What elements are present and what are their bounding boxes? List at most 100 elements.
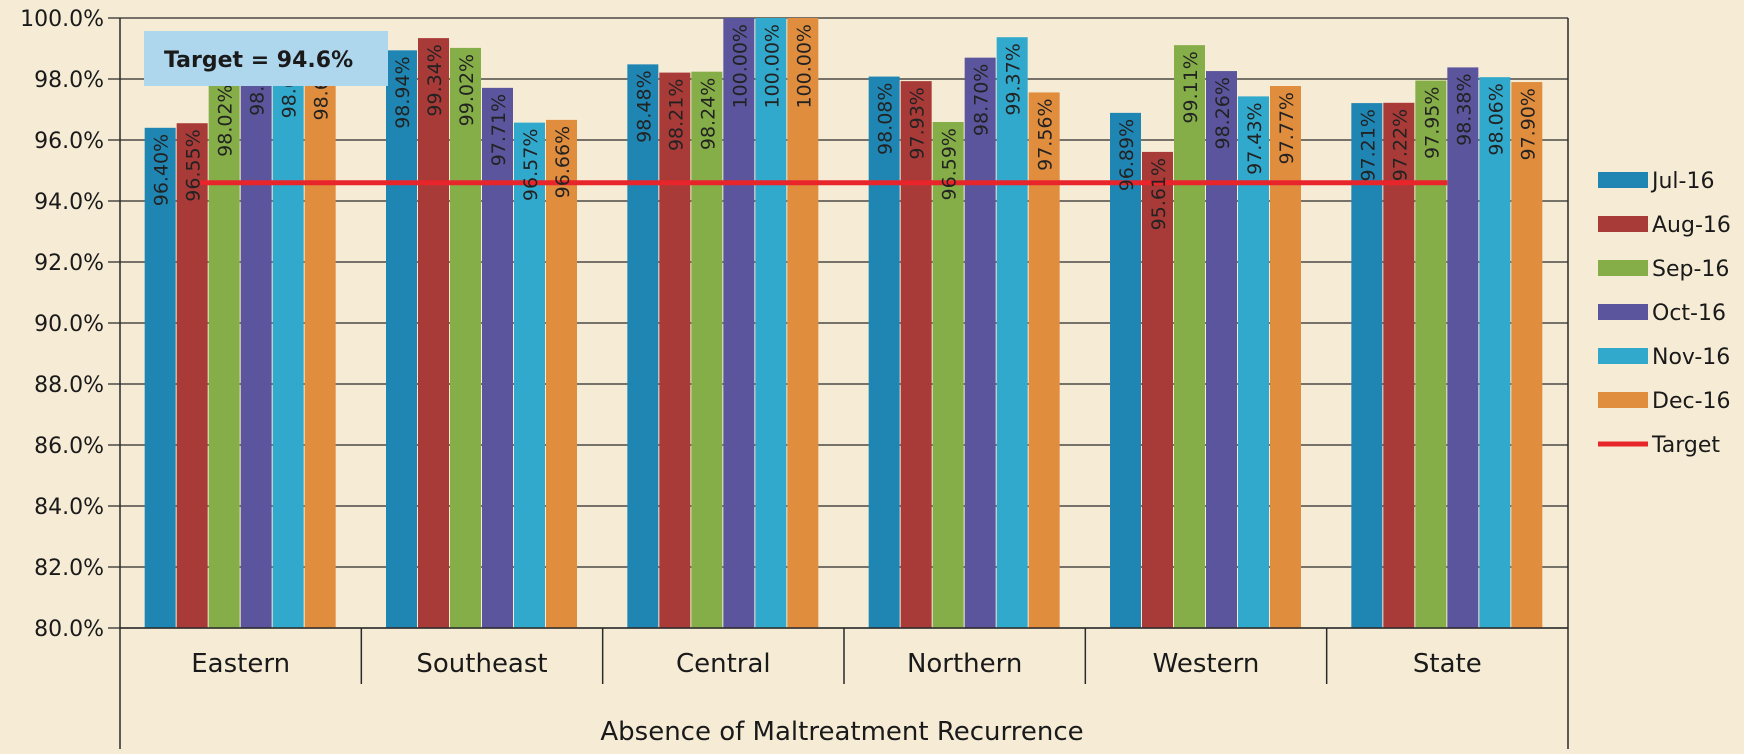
bar-data-label: 98.02% xyxy=(215,84,237,156)
legend-swatch xyxy=(1598,172,1648,188)
bar-data-label: 97.56% xyxy=(1035,98,1057,170)
bar-data-label: 99.11% xyxy=(1180,51,1202,123)
bar xyxy=(787,18,819,628)
bar xyxy=(1351,103,1383,629)
bar xyxy=(1238,96,1269,628)
bar-data-label: 96.59% xyxy=(939,128,961,200)
bar xyxy=(546,119,577,629)
bar-data-label: 100.00% xyxy=(729,24,751,109)
bar xyxy=(659,72,691,629)
bar-data-label: 97.90% xyxy=(1517,88,1539,160)
bar-data-label: 98.21% xyxy=(665,79,687,151)
bar xyxy=(272,57,304,628)
bar xyxy=(418,38,449,628)
bar xyxy=(450,47,481,628)
legend-swatch xyxy=(1598,392,1648,408)
x-tick-label: Eastern xyxy=(191,649,290,679)
bar xyxy=(723,18,755,628)
bar xyxy=(868,76,900,628)
bar-data-label: 95.61% xyxy=(1148,158,1170,230)
bar-data-label: 99.02% xyxy=(456,54,478,126)
bar-data-label: 97.77% xyxy=(1276,92,1298,164)
bar xyxy=(1383,102,1415,629)
bar xyxy=(755,18,787,628)
bar-data-label: 99.34% xyxy=(424,44,446,116)
y-tick-label: 98.0% xyxy=(34,68,104,93)
bar xyxy=(304,60,336,628)
bar-data-label: 96.55% xyxy=(183,129,205,201)
x-axis-title: Absence of Maltreatment Recurrence xyxy=(600,717,1083,747)
bar xyxy=(1270,86,1301,628)
legend-label: Nov-16 xyxy=(1652,345,1730,370)
bar-data-label: 98.94% xyxy=(392,56,414,128)
bar-data-label: 98.24% xyxy=(697,78,719,150)
bar xyxy=(1415,80,1447,628)
bar xyxy=(900,81,932,628)
bar xyxy=(514,122,545,629)
bar xyxy=(176,123,208,628)
bar xyxy=(1447,67,1479,628)
bar-data-label: 98.08% xyxy=(875,83,897,155)
bar-data-label: 98.06% xyxy=(1485,83,1507,155)
y-tick-label: 88.0% xyxy=(34,373,104,398)
legend-label: Jul-16 xyxy=(1650,169,1714,194)
legend-swatch xyxy=(1598,348,1648,364)
bar xyxy=(691,71,723,629)
bar xyxy=(482,87,513,629)
bar-data-label: 99.37% xyxy=(1003,43,1025,115)
y-tick-label: 94.0% xyxy=(34,190,104,215)
y-tick-label: 90.0% xyxy=(34,312,104,337)
x-tick-label: State xyxy=(1413,649,1482,679)
bar xyxy=(1028,92,1060,629)
bar-data-label: 97.22% xyxy=(1389,109,1411,181)
y-tick-label: 96.0% xyxy=(34,129,104,154)
bar xyxy=(1110,112,1141,629)
bar-data-label: 98.48% xyxy=(633,70,655,142)
target-annotation-box xyxy=(144,31,388,86)
y-tick-label: 92.0% xyxy=(34,251,104,276)
legend-label: Dec-16 xyxy=(1652,389,1731,414)
bar xyxy=(240,55,272,628)
x-tick-label: Northern xyxy=(907,649,1022,679)
legend-label: Aug-16 xyxy=(1652,213,1731,238)
y-tick-label: 84.0% xyxy=(34,495,104,520)
bar xyxy=(627,64,659,629)
y-tick-label: 82.0% xyxy=(34,556,104,581)
bar-data-label: 98.26% xyxy=(1212,77,1234,149)
y-tick-label: 86.0% xyxy=(34,434,104,459)
bar-data-label: 100.00% xyxy=(761,24,783,109)
bar xyxy=(964,57,996,628)
legend-swatch xyxy=(1598,304,1648,320)
bar xyxy=(932,122,964,628)
bar xyxy=(1479,77,1511,629)
x-tick-label: Central xyxy=(676,649,771,679)
bar xyxy=(1142,151,1173,628)
bar-data-label: 97.93% xyxy=(907,87,929,159)
bar-data-label: 98.38% xyxy=(1453,73,1475,145)
bar-data-label: 100.00% xyxy=(793,24,815,109)
legend-swatch xyxy=(1598,216,1648,232)
bar-data-label: 97.43% xyxy=(1244,102,1266,174)
bar xyxy=(1206,71,1237,628)
legend-label: Oct-16 xyxy=(1652,301,1726,326)
target-annotation-text: Target = 94.6% xyxy=(164,48,353,73)
bar-data-label: 98.70% xyxy=(971,64,993,136)
bar-data-label: 97.71% xyxy=(488,94,510,166)
bar xyxy=(996,37,1028,628)
bar-data-label: 96.57% xyxy=(520,129,542,201)
bar-data-label: 97.21% xyxy=(1357,109,1379,181)
bar-data-label: 96.89% xyxy=(1116,119,1138,191)
legend-label: Sep-16 xyxy=(1652,257,1729,282)
x-tick-label: Western xyxy=(1153,649,1260,679)
bar xyxy=(144,127,176,629)
y-tick-label: 100.0% xyxy=(20,7,104,32)
bar xyxy=(1511,82,1543,629)
bar-data-label: 96.66% xyxy=(552,126,574,198)
legend-label: Target xyxy=(1651,433,1720,458)
bar xyxy=(1174,45,1205,628)
x-tick-label: Southeast xyxy=(416,649,547,679)
y-tick-label: 80.0% xyxy=(34,617,104,642)
bar-data-label: 97.95% xyxy=(1421,87,1443,159)
